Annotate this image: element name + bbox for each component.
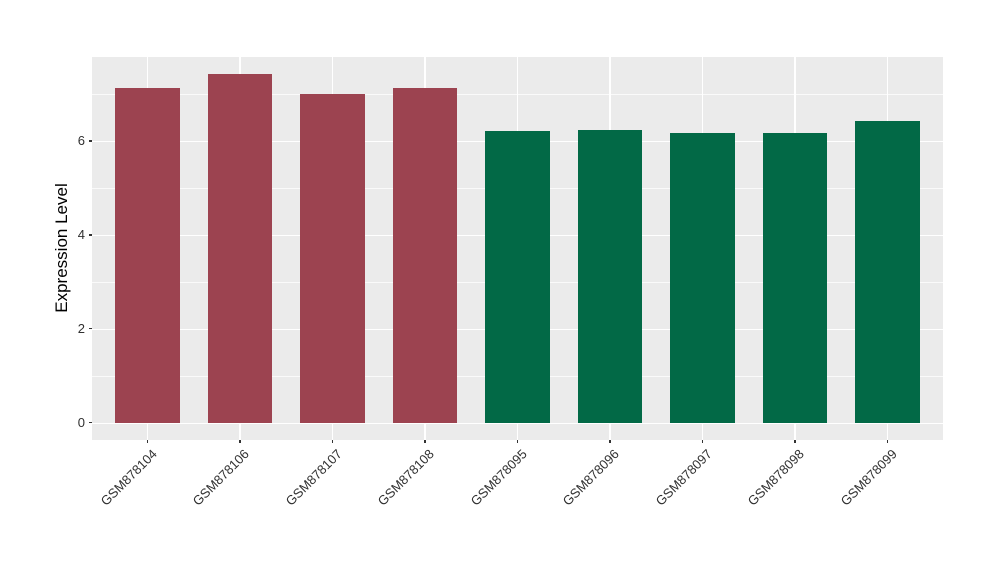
bar-GSM878097	[670, 132, 735, 423]
x-tick-mark	[701, 440, 704, 443]
y-tick-mark	[88, 421, 92, 424]
x-tick-mark	[146, 440, 149, 443]
x-tick-mark	[609, 440, 611, 443]
plot-panel	[92, 57, 943, 440]
x-tick-mark	[239, 440, 241, 443]
bar-GSM878107	[300, 94, 365, 423]
bar-GSM878095	[485, 131, 550, 423]
y-tick-label: 6	[77, 133, 85, 149]
x-tick-mark	[886, 440, 889, 443]
bar-GSM878108	[392, 88, 458, 423]
x-tick-mark	[331, 440, 334, 443]
bar-GSM878096	[577, 130, 643, 423]
x-tick-label: GSM878099	[837, 446, 900, 509]
x-tick-label: GSM878107	[282, 446, 345, 509]
y-tick-mark	[88, 234, 92, 236]
y-tick-mark	[88, 328, 92, 330]
bar-GSM878106	[207, 74, 273, 423]
x-tick-label: GSM878096	[559, 446, 622, 509]
bar-GSM878098	[762, 132, 828, 423]
y-tick-label: 0	[77, 414, 85, 430]
x-tick-mark	[794, 440, 796, 443]
x-tick-label: GSM878097	[652, 446, 715, 509]
y-axis-title: Expression Level	[52, 183, 71, 313]
bar-GSM878099	[855, 120, 920, 423]
x-tick-mark	[424, 440, 426, 443]
y-tick-label: 4	[77, 226, 85, 242]
x-tick-label: GSM878108	[374, 446, 437, 509]
bar-GSM878104	[115, 88, 180, 423]
x-tick-label: GSM878098	[744, 446, 807, 509]
x-tick-label: GSM878095	[467, 446, 530, 509]
x-tick-label: GSM878104	[97, 446, 160, 509]
y-tick-label: 2	[77, 320, 85, 336]
x-tick-mark	[516, 440, 519, 443]
x-tick-label: GSM878106	[189, 446, 252, 509]
y-tick-mark	[88, 140, 92, 142]
